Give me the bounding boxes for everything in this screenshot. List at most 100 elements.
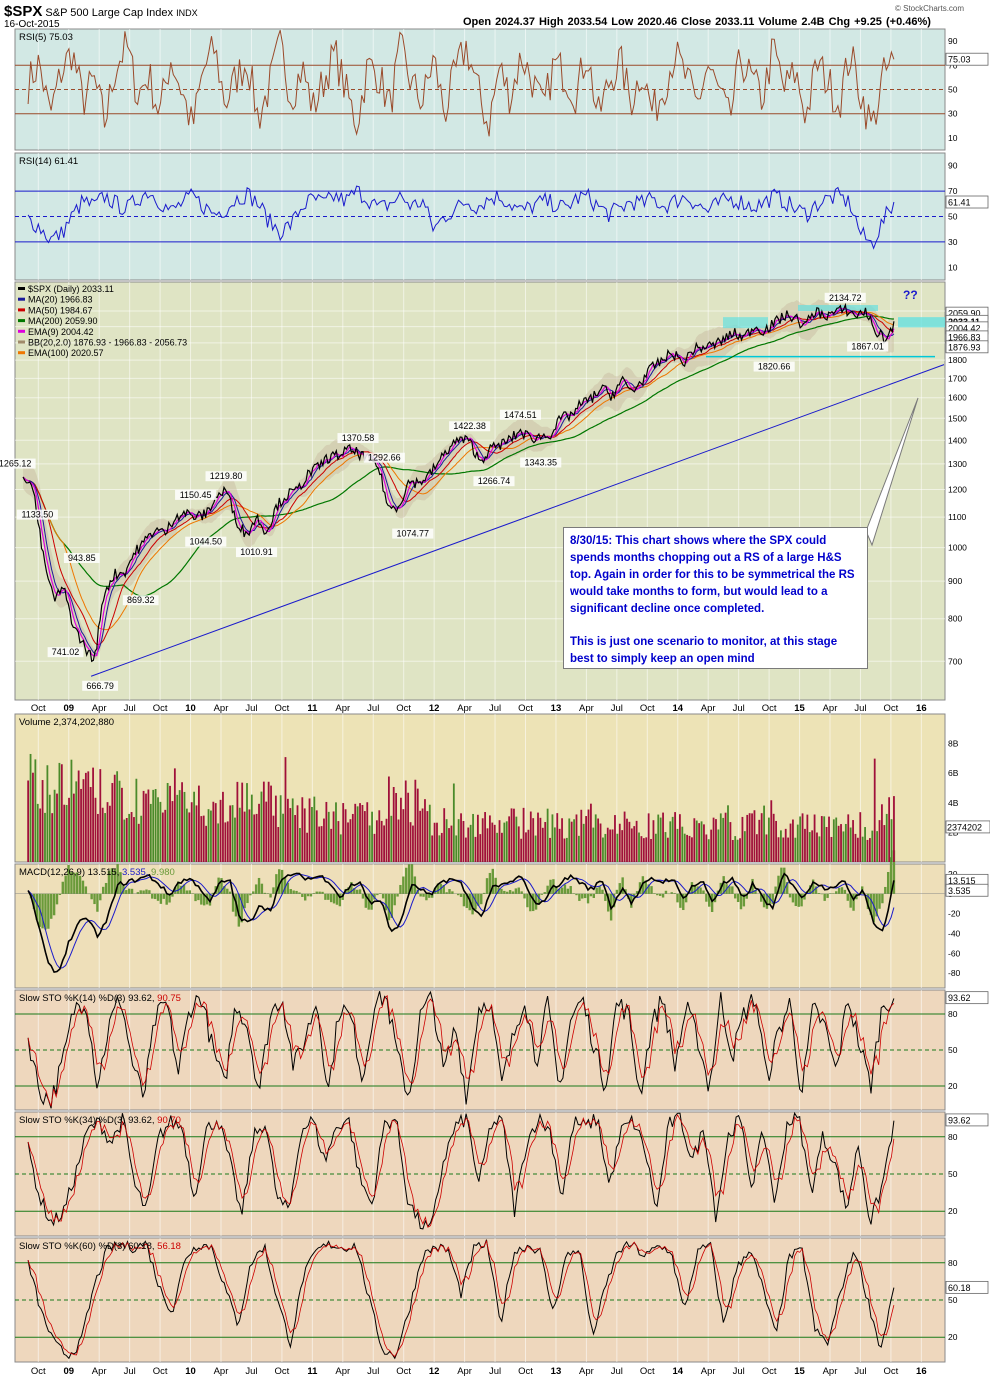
rsi14-y-tick-4: 10 [948, 262, 958, 272]
bottom-axis-x-label-18: Apr [579, 1366, 594, 1377]
legend-item-2: MA(50) 1984.67 [28, 305, 93, 315]
macd-line [27, 872, 895, 974]
volume-y-tick-1: 6B [948, 768, 959, 778]
price-annotation-9: 1010.91 [240, 547, 273, 557]
top-axis-x-label-17: 13 [551, 703, 562, 714]
ma200-line [22, 315, 894, 597]
panel-macd [14, 863, 946, 989]
bottom-axis-x-label-26: Apr [823, 1366, 838, 1377]
legend-item-5: BB(20,2.0) 1876.93 - 1966.83 - 2056.73 [28, 338, 187, 348]
price-annotation-bg-7 [185, 536, 227, 547]
price-annotation-8: 1219.80 [210, 471, 243, 481]
top-axis-x-label-15: Jul [489, 703, 501, 714]
bollinger-band [23, 299, 894, 659]
legend-item-6: EMA(100) 2020.57 [28, 348, 104, 358]
annotation-box: 8/30/15: This chart shows where the SPX … [563, 527, 868, 669]
price-annotation-12: 1074.77 [397, 529, 430, 539]
volume-y-tick-0: 8B [948, 739, 959, 749]
volume-value-box [945, 820, 990, 834]
volume-value-label: 2374202 [947, 822, 982, 832]
rsi14-title: RSI(14) 61.41 [19, 156, 78, 167]
bottom-axis-x-label-4: Oct [153, 1366, 168, 1377]
sto14-y-tick-2: 20 [948, 1081, 958, 1091]
price-line [22, 302, 895, 663]
top-axis-x-label-29: 16 [916, 703, 927, 714]
price-annotation-19: 1867.01 [851, 342, 884, 352]
price-annotation-bg-4 [82, 680, 119, 691]
bottom-axis-x-label-7: Jul [245, 1366, 257, 1377]
top-axis-x-label-23: Jul [733, 703, 745, 714]
rsi5-y-tick-2: 50 [948, 85, 958, 95]
ticker-symbol: $SPX [4, 3, 43, 20]
rsi5-value-label: 75.03 [948, 55, 971, 65]
macd-y-tick-4: -60 [948, 948, 961, 958]
price-y-tick-8: 1500 [948, 413, 967, 423]
price-value-box-4 [945, 340, 989, 354]
sto60-title: Slow STO %K(60) %D(3) 60.18, 56.18 [19, 1241, 181, 1252]
annotation-text-1: 8/30/15: This chart shows where the SPX … [570, 535, 855, 615]
bottom-axis-x-label-12: Oct [396, 1366, 411, 1377]
top-axis-x-label-13: 12 [429, 703, 440, 714]
price-annotation-13: 1422.38 [453, 421, 486, 431]
top-axis-x-label-20: Oct [640, 703, 655, 714]
price-annotation-bg-18 [824, 292, 866, 303]
price-y-tick-6: 1300 [948, 459, 967, 469]
price-value-label-0: 2059.90 [948, 309, 981, 319]
bottom-axis-x-label-19: Jul [611, 1366, 623, 1377]
macd-value-label-1: 3.535 [948, 886, 971, 896]
price-annotation-3: 741.02 [52, 647, 80, 657]
price-annotation-bg-6 [175, 489, 217, 500]
top-axis-x-label-27: Jul [854, 703, 866, 714]
legend-swatch-1 [18, 297, 25, 301]
price-annotation-bg-2 [63, 553, 100, 564]
rsi5-series-line [27, 30, 895, 137]
bottom-axis-x-label-5: 10 [185, 1366, 196, 1377]
legend-item-0: $SPX (Daily) 2033.11 [28, 284, 114, 294]
rsi5-y-tick-4: 10 [948, 133, 958, 143]
volume-title: Volume 2,374,202,880 [19, 717, 114, 728]
legend-swatch-2 [18, 308, 25, 312]
macd-y-tick-3: -40 [948, 928, 961, 938]
bottom-axis-x-label-11: Jul [367, 1366, 379, 1377]
top-axis-x-label-10: Apr [335, 703, 350, 714]
bottom-axis-x-label-14: Apr [457, 1366, 472, 1377]
top-axis-x-label-6: Apr [214, 703, 229, 714]
top-axis-x-label-25: 15 [794, 703, 805, 714]
rsi14-y-tick-1: 70 [948, 186, 958, 196]
bottom-axis-x-label-3: Jul [124, 1366, 136, 1377]
sto34-y-tick-2: 20 [948, 1206, 958, 1216]
top-axis-x-label-12: Oct [396, 703, 411, 714]
volume-bars [27, 753, 895, 862]
legend-swatch-5 [18, 340, 25, 344]
question-marks: ?? [903, 288, 918, 302]
price-annotation-bg-19 [847, 341, 889, 352]
sto34-series-line [27, 1111, 895, 1230]
bottom-axis-x-label-22: Apr [701, 1366, 716, 1377]
sto60-signal-line [27, 1239, 895, 1358]
macd-title-part-0: MACD(12,26,9) 13.515, [19, 867, 119, 878]
price-annotation-bg-14 [473, 476, 515, 487]
price-annotation-bg-8 [205, 471, 247, 482]
price-annotation-bg-11 [363, 452, 405, 463]
bottom-axis-x-label-29: 16 [916, 1366, 927, 1377]
bottom-axis-x-label-23: Jul [733, 1366, 745, 1377]
price-value-label-3: 1966.83 [948, 332, 981, 342]
macd-value-label-0: 13.515 [948, 876, 976, 886]
sto14-y-tick-0: 80 [948, 1009, 958, 1019]
bottom-axis-x-label-24: Oct [762, 1366, 777, 1377]
top-axis-x-label-2: Apr [92, 703, 107, 714]
top-axis-x-label-7: Jul [245, 703, 257, 714]
macd-y-tick-2: -20 [948, 909, 961, 919]
sto60-y-tick-1: 50 [948, 1295, 958, 1305]
sto14-signal-line [27, 994, 895, 1107]
sto34-signal-line [27, 1113, 895, 1228]
sto34-title-part-1: 90.70 [155, 1115, 181, 1126]
top-axis-x-label-14: Apr [457, 703, 472, 714]
price-y-tick-2: 900 [948, 576, 962, 586]
price-annotation-bg-1 [16, 509, 58, 520]
macd-y-tick-5: -80 [948, 968, 961, 978]
chart-date: 16-Oct-2015 [4, 19, 60, 30]
sto60-value-box [945, 1280, 989, 1294]
